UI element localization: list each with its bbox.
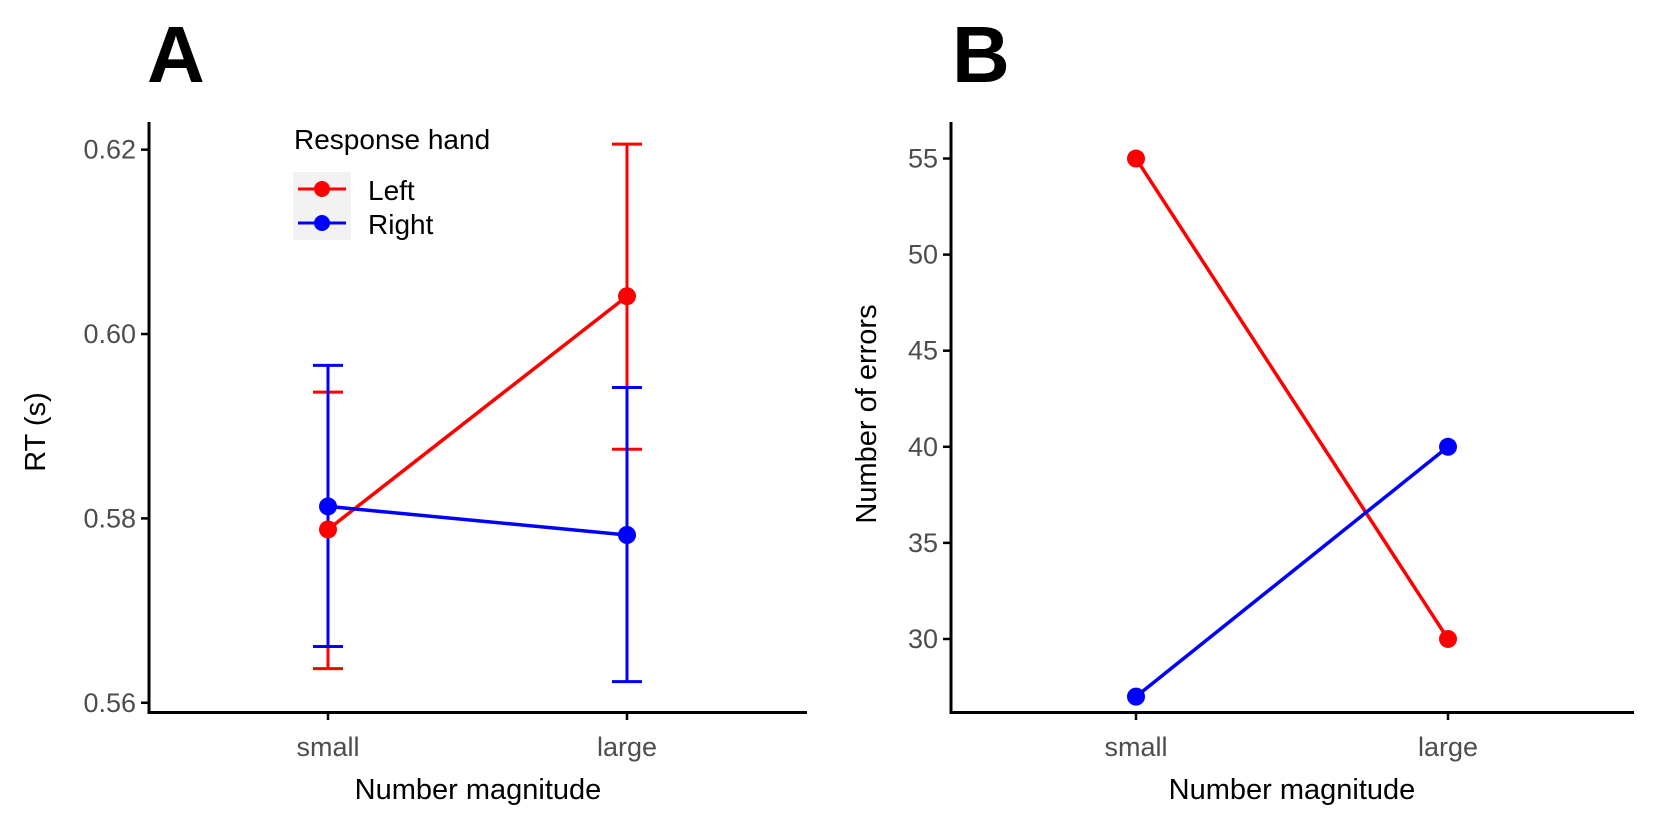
legend-key-left-point — [314, 181, 330, 197]
panel-b: B 30 35 40 45 50 55 small large Number magnitu… — [851, 10, 1634, 806]
data-point-left-small — [1127, 149, 1145, 168]
panel-b-marks — [1127, 149, 1457, 706]
panel-a-y-axis-title: RT (s) — [20, 392, 52, 471]
legend-key-right-point — [314, 215, 330, 231]
panel-a-y-tick-label: 0.58 — [83, 503, 136, 533]
panel-b-y-tick-label: 45 — [908, 336, 938, 366]
panel-b-x-tick-label: small — [1104, 732, 1167, 762]
legend: Response hand Left Right — [293, 124, 490, 240]
data-point-left-small — [319, 520, 337, 539]
data-point-right-large — [618, 526, 636, 544]
panel-b-y-tick-label: 40 — [908, 432, 938, 462]
series-line-right — [327, 504, 628, 537]
series-line-left — [1134, 157, 1450, 640]
panel-a-x-tick-label: large — [597, 732, 657, 762]
legend-item-right: Right — [298, 209, 434, 240]
panel-a-y-tick-label: 0.56 — [83, 688, 136, 718]
legend-label-left: Left — [368, 175, 415, 206]
panel-a: A 0.56 0.58 0.60 0.62 small large Number mag… — [20, 10, 807, 806]
series-line-right — [1134, 445, 1450, 698]
panel-a-y-tick-label: 0.60 — [83, 319, 136, 349]
panel-a-marks — [313, 142, 642, 684]
panel-a-x-ticks: small large — [296, 712, 657, 762]
panel-b-x-ticks: small large — [1104, 712, 1478, 762]
panel-a-y-tick-label: 0.62 — [83, 135, 136, 165]
panel-a-x-tick-label: small — [296, 732, 359, 762]
data-point-right-large — [1439, 437, 1457, 456]
panel-b-letter: B — [952, 10, 1010, 99]
series-line-left — [326, 294, 629, 531]
panel-a-y-ticks: 0.56 0.58 0.60 0.62 — [83, 135, 149, 718]
data-point-left-large — [1439, 629, 1457, 648]
legend-label-right: Right — [368, 209, 434, 240]
panel-a-x-axis-title: Number magnitude — [355, 774, 602, 806]
panel-a-letter: A — [147, 10, 205, 99]
data-point-left-large — [618, 287, 636, 306]
panel-b-x-axis-title: Number magnitude — [1169, 774, 1416, 806]
panel-b-y-tick-label: 55 — [908, 144, 938, 174]
panel-b-x-tick-label: large — [1418, 732, 1478, 762]
panel-b-y-tick-label: 30 — [908, 624, 938, 654]
panel-b-y-axis-title: Number of errors — [851, 304, 883, 523]
data-point-right-small — [319, 497, 337, 516]
legend-item-left: Left — [298, 175, 415, 206]
legend-title: Response hand — [294, 124, 490, 155]
data-point-right-small — [1127, 687, 1145, 706]
panel-b-y-tick-label: 50 — [908, 240, 938, 270]
panel-b-y-tick-label: 35 — [908, 528, 938, 558]
panel-b-y-ticks: 30 35 40 45 50 55 — [908, 144, 951, 654]
